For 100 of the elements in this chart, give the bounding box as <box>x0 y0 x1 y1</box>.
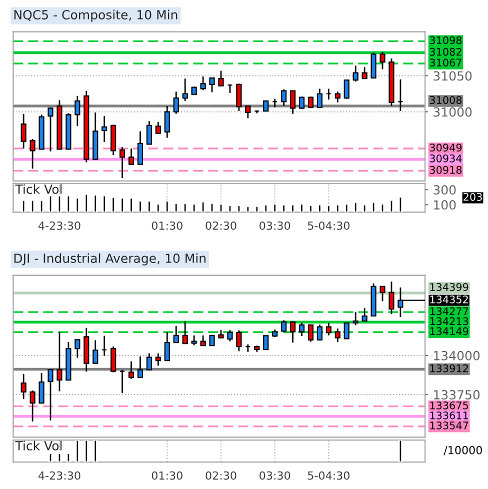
bar <box>362 204 367 212</box>
bar <box>254 206 259 212</box>
candlestick <box>38 372 44 404</box>
bar <box>192 203 196 212</box>
bar <box>138 200 142 212</box>
candlestick <box>370 52 376 79</box>
y-tick-label: 31000 <box>434 107 472 117</box>
candlestick <box>380 286 386 302</box>
candlestick <box>48 106 54 152</box>
x-tick-label: 02:30 <box>206 471 236 480</box>
candlestick <box>209 334 215 346</box>
candlestick <box>227 329 233 342</box>
bar <box>111 196 116 212</box>
bar <box>380 203 385 212</box>
bar <box>156 203 160 212</box>
candlestick <box>146 352 152 371</box>
candlestick <box>173 325 179 344</box>
candlestick <box>290 321 296 344</box>
text: 203 <box>464 192 482 201</box>
bar <box>147 200 152 212</box>
candlestick <box>344 79 350 100</box>
bar <box>84 194 88 212</box>
ref-line-label: 133675 <box>430 401 468 410</box>
y-tick-label: 31050 <box>434 71 472 81</box>
candlestick <box>218 70 224 87</box>
ref-line-label: 30918 <box>430 166 462 174</box>
candlestick <box>119 146 126 179</box>
bar <box>102 195 106 212</box>
y-tick-label: 100 <box>434 200 456 210</box>
candlestick <box>20 113 26 150</box>
candlestick <box>209 77 215 94</box>
x-tick-label: 5-04:30 <box>308 221 350 230</box>
candlestick <box>200 334 206 346</box>
bar <box>326 204 331 212</box>
candlestick <box>362 66 368 80</box>
candlestick <box>30 138 36 170</box>
ref-line-label: 31008 <box>430 96 462 104</box>
bar <box>39 200 44 212</box>
chart-title: NQC5 - Composite, 10 Min <box>14 10 178 22</box>
bar <box>282 204 286 212</box>
candlestick <box>344 322 350 340</box>
bar <box>66 195 70 212</box>
candlestick <box>298 322 305 337</box>
ref-line-label: 133912 <box>430 364 468 372</box>
candlestick <box>352 64 358 82</box>
bar <box>22 200 26 212</box>
ref-line-label: 133611 <box>430 411 468 420</box>
candlestick <box>56 331 62 392</box>
ref-line-label: 134149 <box>430 327 468 336</box>
bar <box>183 202 188 212</box>
candlestick <box>155 121 161 135</box>
ref-line-label: 134399 <box>430 283 468 291</box>
candlestick <box>380 51 386 70</box>
candlestick <box>20 373 26 400</box>
x-tick-label: 4-23:30 <box>38 471 80 480</box>
candlestick <box>182 78 188 102</box>
candlestick <box>281 88 287 107</box>
bar <box>246 206 250 212</box>
text: /10000 <box>444 446 482 456</box>
candlestick <box>334 328 340 343</box>
bar <box>75 197 80 212</box>
candlestick <box>308 324 314 342</box>
y-tick-label: 134000 <box>434 350 480 360</box>
bar <box>308 204 313 212</box>
ref-line-label: 134213 <box>430 317 468 326</box>
bar <box>272 203 277 212</box>
x-tick-label: 4-23:30 <box>38 221 80 230</box>
bar <box>93 194 98 212</box>
candlestick <box>245 105 251 119</box>
candlestick <box>173 90 179 115</box>
bar <box>300 203 304 212</box>
candlestick <box>290 90 296 115</box>
bar <box>354 202 358 212</box>
chart-title: Tick Vol <box>15 440 62 450</box>
ref-line-label: 30934 <box>430 154 462 162</box>
candlestick <box>92 340 98 364</box>
candlestick <box>191 334 197 346</box>
bar <box>318 204 322 212</box>
bar <box>218 203 224 212</box>
bar <box>344 203 349 212</box>
candlestick <box>200 76 206 91</box>
candlestick <box>128 360 134 380</box>
chart-title: Tick Vol <box>15 184 62 194</box>
bar <box>165 200 170 212</box>
bar <box>389 200 394 212</box>
ref-line-label: 133547 <box>430 422 468 430</box>
bar <box>30 200 35 212</box>
y-tick-label: 300 <box>434 185 456 195</box>
bar <box>48 195 53 212</box>
candlestick <box>326 322 332 336</box>
ref-line-label: 134277 <box>430 307 468 316</box>
candlestick <box>362 307 368 322</box>
bar <box>372 202 376 212</box>
candlestick <box>236 330 242 352</box>
bar <box>174 202 178 212</box>
candlestick <box>164 331 170 362</box>
bar <box>228 204 232 212</box>
y-tick-label: 133750 <box>434 390 480 400</box>
x-tick-label: 5-04:30 <box>308 471 350 480</box>
candlestick <box>48 368 54 422</box>
